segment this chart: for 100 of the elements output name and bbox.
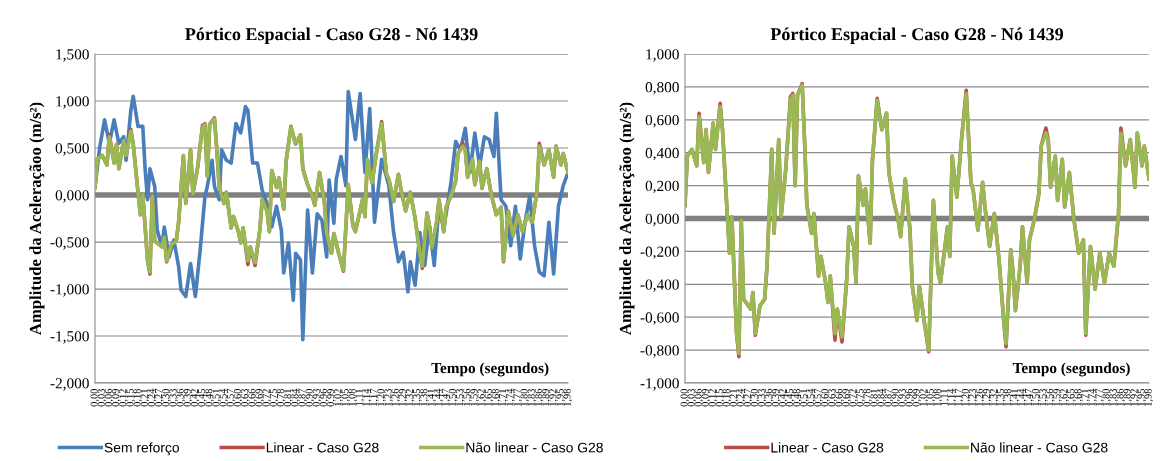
- x-tick-label: 1,98: [563, 388, 573, 406]
- x-tick-label: 1,17: [954, 388, 964, 406]
- x-tick-label: 1,11: [355, 389, 365, 406]
- x-tick-label: 1,53: [456, 388, 465, 406]
- x-tick-label: 1,41: [1011, 389, 1020, 406]
- x-tick-label: 0,87: [884, 388, 893, 407]
- x-tick-label: 0,06: [694, 388, 704, 407]
- x-tick-label: 1,53: [1039, 388, 1048, 406]
- x-tick-label: 0,75: [269, 388, 279, 407]
- x-tick-label: 0,09: [112, 388, 121, 407]
- legend-label: Não linear - Caso G28: [466, 442, 603, 453]
- x-tick-label: 1,44: [434, 388, 444, 406]
- x-tick-label: 0,84: [877, 388, 886, 407]
- x-tick-label: 0,48: [205, 388, 214, 407]
- x-tick-label: 1,71: [499, 389, 508, 406]
- x-tick-label: 0,96: [905, 388, 915, 407]
- x-tick-label: 0,72: [262, 389, 272, 407]
- x-tick-label: 0,66: [835, 388, 844, 407]
- x-tick-label: 1,68: [491, 388, 501, 406]
- x-tick-label: 1,32: [989, 389, 999, 406]
- x-tick-label: 0,24: [147, 388, 157, 407]
- x-tick-label: 1,65: [1067, 388, 1076, 406]
- x-tick-label: 1,32: [405, 389, 415, 406]
- x-tick-label: 1,56: [463, 388, 472, 406]
- x-tick-label: 0,81: [284, 389, 293, 407]
- x-tick-label: 0,39: [771, 388, 781, 407]
- x-tick-label: 1,29: [398, 388, 408, 406]
- x-tick-label: 0,06: [104, 388, 114, 407]
- x-tick-label: 1,05: [341, 388, 350, 406]
- legend-label: Não linear - Caso G28: [971, 442, 1108, 453]
- x-tick-label: 1,20: [961, 388, 971, 406]
- x-tick-label: 1,20: [377, 388, 386, 406]
- x-tick-label: 0,54: [219, 388, 229, 407]
- x-tick-label: 0,09: [701, 388, 711, 407]
- x-tick-label: 1,23: [384, 388, 393, 406]
- x-tick-label: 0,96: [319, 388, 329, 407]
- y-tick-label: -0,800: [640, 345, 679, 358]
- x-tick-label: 0,18: [133, 388, 143, 407]
- x-tick-label: 1,29: [982, 388, 992, 406]
- x-tick-label: 0,27: [743, 388, 753, 407]
- x-tick-label: 0,81: [870, 389, 879, 407]
- x-tick-label: 1,89: [1123, 388, 1133, 406]
- x-tick-label: 0,99: [327, 388, 336, 407]
- x-axis-title: Tempo (segundos): [1012, 362, 1130, 377]
- y-tick-label: 0,400: [645, 147, 679, 161]
- x-tick-label: 0,03: [97, 388, 107, 407]
- x-tick-label: 0,30: [162, 388, 171, 407]
- x-tick-label: 1,65: [484, 388, 494, 406]
- x-tick-label: 1,71: [1081, 389, 1090, 406]
- x-tick-label: 1,47: [1025, 388, 1034, 406]
- x-tick-label: 1,38: [420, 388, 429, 406]
- y-tick-label: 0,800: [645, 82, 679, 95]
- y-tick-label: 0,500: [55, 143, 89, 156]
- x-tick-label: 1,02: [919, 389, 929, 406]
- x-tick-label: 0,24: [736, 388, 746, 407]
- x-tick-label: 1,80: [1102, 388, 1111, 406]
- legend-label: Linear - Caso G28: [266, 442, 379, 453]
- x-tick-label: 0,54: [807, 388, 816, 407]
- x-tick-label: 1,74: [1088, 388, 1097, 406]
- x-tick-label: 1,95: [556, 388, 565, 406]
- x-tick-label: 0,90: [891, 388, 901, 407]
- x-tick-label: 1,17: [370, 388, 379, 406]
- x-tick-label: 0,33: [169, 388, 178, 407]
- x-axis-title: Tempo (segundos): [431, 362, 549, 377]
- x-tick-label: 0,93: [312, 388, 322, 407]
- x-tick-label: 1,41: [427, 389, 436, 406]
- y-tick-label: 0,000: [55, 190, 89, 203]
- x-tick-label: 1,08: [933, 388, 943, 406]
- x-tick-label: 1,68: [1074, 388, 1083, 406]
- x-tick-label: 1,77: [1095, 388, 1104, 406]
- x-tick-label: 0,60: [821, 388, 830, 407]
- y-tick-label: 1,000: [56, 96, 89, 109]
- y-tick-label: 0,200: [645, 180, 679, 194]
- x-tick-label: 0,21: [140, 389, 150, 407]
- x-tick-label: 0,12: [708, 389, 718, 407]
- x-tick-label: 1,44: [1018, 388, 1027, 406]
- y-tick-label: -2,000: [50, 378, 89, 391]
- x-tick-label: 0,51: [212, 389, 221, 407]
- x-tick-label: 0,75: [856, 388, 865, 407]
- x-tick-label: 0,03: [687, 388, 697, 407]
- x-tick-label: 1,86: [1116, 388, 1125, 406]
- x-tick-label: 0,36: [764, 388, 774, 407]
- y-tick-label: -1,500: [50, 331, 89, 344]
- legend-label: Sem reforço: [104, 442, 180, 456]
- x-tick-label: 0,12: [119, 389, 128, 407]
- x-tick-label: 0,57: [226, 388, 236, 407]
- x-tick-label: 1,14: [947, 388, 957, 406]
- x-tick-label: 1,80: [520, 388, 530, 406]
- x-tick-label: 0,99: [912, 388, 922, 407]
- y-tick-label: -1,000: [50, 284, 89, 297]
- x-tick-label: 1,89: [542, 388, 551, 406]
- x-tick-label: 0,27: [155, 388, 164, 407]
- x-tick-label: 1,92: [1130, 389, 1140, 406]
- x-tick-label: 0,15: [715, 388, 725, 407]
- x-tick-label: 1,74: [506, 388, 515, 406]
- x-tick-label: 0,00: [90, 388, 100, 407]
- y-tick-label: -0,400: [640, 279, 679, 292]
- x-tick-label: 0,87: [298, 388, 307, 407]
- x-tick-label: 0,69: [255, 388, 264, 407]
- x-tick-label: 1,35: [413, 388, 422, 406]
